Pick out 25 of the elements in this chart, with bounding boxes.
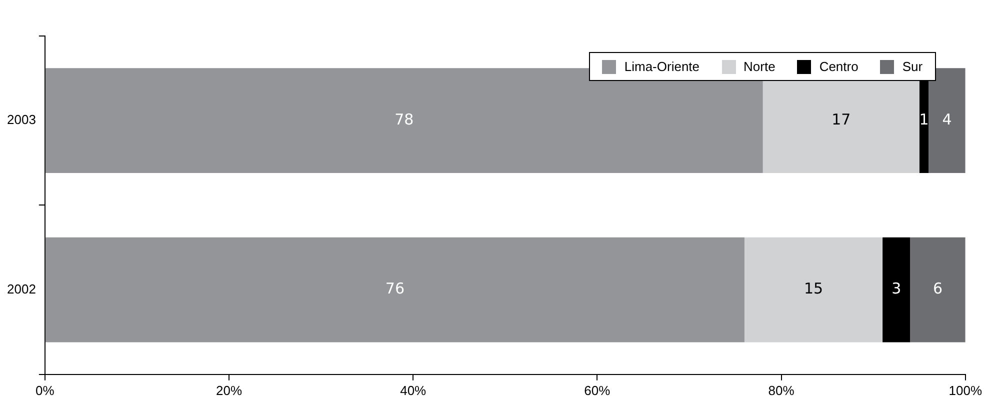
- data-label: 1: [919, 110, 929, 128]
- x-tick-label: 40%: [400, 382, 427, 398]
- legend-label: Lima-Oriente: [624, 59, 700, 74]
- x-tick-label: 20%: [216, 382, 242, 398]
- bar: [744, 237, 883, 342]
- bar: [882, 237, 910, 342]
- x-tick-label: 60%: [584, 382, 611, 398]
- data-label: 78: [394, 110, 414, 128]
- data-label: 4: [942, 110, 952, 128]
- bar: [928, 68, 966, 174]
- y-tick-label: 2003: [7, 112, 36, 128]
- data-label: 6: [932, 280, 943, 298]
- data-label: 15: [804, 280, 824, 298]
- y-tick-label: 2002: [7, 281, 36, 296]
- legend-label: Norte: [744, 59, 776, 74]
- bar: [910, 237, 966, 342]
- data-label: 76: [385, 280, 404, 298]
- data-label: 3: [892, 280, 902, 298]
- x-tick-label: 80%: [768, 382, 795, 398]
- legend-label: Sur: [902, 59, 923, 74]
- x-tick-label: 0%: [36, 382, 55, 398]
- bar: [45, 237, 744, 342]
- x-tick-label: 100%: [948, 382, 982, 398]
- data-label: 17: [832, 110, 851, 128]
- legend-label: Centro: [819, 59, 858, 74]
